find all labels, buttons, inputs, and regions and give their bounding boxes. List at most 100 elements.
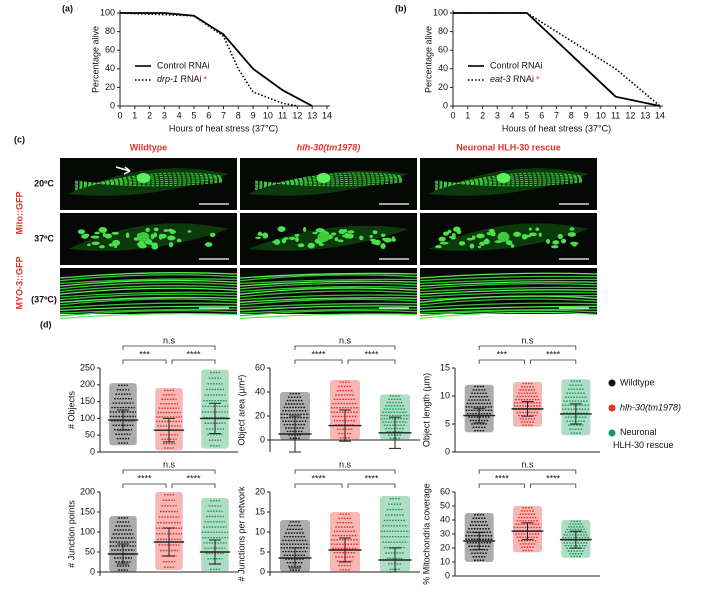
significance-label: n.s	[339, 459, 352, 469]
myofilament	[239, 285, 418, 293]
mito-blob	[486, 232, 492, 236]
mito-blob	[94, 231, 101, 235]
mito-blob	[176, 238, 182, 243]
significance-label: n.s	[339, 335, 352, 345]
legend-dot	[608, 429, 616, 437]
mito-stripe	[254, 179, 403, 185]
mito-blob	[369, 234, 373, 238]
myofilament	[239, 282, 418, 290]
myofilament	[419, 272, 598, 279]
mito-blob	[448, 235, 457, 239]
nucleus	[137, 232, 150, 242]
myofilament	[419, 275, 598, 282]
mito-blob	[312, 231, 318, 235]
panel-label: (a)	[62, 3, 73, 13]
myofilament	[239, 280, 418, 287]
x-tick-label: 11	[278, 110, 287, 120]
x-tick-label: 12	[292, 110, 302, 120]
x-tick-label: 13	[307, 110, 317, 120]
mito-blob	[281, 238, 287, 244]
significance-bracket	[294, 483, 343, 488]
mito-blob	[569, 241, 579, 245]
myofilament	[59, 296, 238, 303]
mito-blob	[337, 239, 344, 243]
mito-blob	[347, 230, 355, 234]
legend-dot	[608, 404, 616, 412]
y-tick-label: 150	[80, 396, 95, 406]
mito-blob	[567, 232, 576, 237]
mito-blob	[438, 236, 446, 242]
mito-blob	[99, 245, 105, 249]
x-tick-label: 9	[251, 110, 256, 120]
significance-bracket	[294, 359, 343, 364]
x-tick-label: 2	[147, 110, 152, 120]
mito-blob	[262, 232, 268, 239]
mito-blob	[169, 229, 176, 234]
mito-stripe	[254, 172, 403, 191]
myofilament	[59, 308, 238, 314]
significance-label: ****	[186, 349, 201, 359]
row-group-label: Mito::GFP	[14, 192, 24, 235]
myofilament	[59, 293, 238, 301]
mito-blob	[435, 244, 442, 249]
x-axis-label: Hours of heat stress (37°C)	[502, 123, 611, 133]
myofilament	[239, 309, 418, 317]
y-tick-label: 20	[440, 542, 450, 552]
significance-bracket	[122, 483, 167, 488]
myofilament	[239, 274, 418, 282]
mito-blob	[125, 232, 130, 239]
significance-label: ****	[137, 473, 152, 483]
mito-blob	[114, 244, 118, 249]
mito-blob	[513, 231, 522, 237]
significance-bracket	[294, 345, 396, 350]
micrograph	[240, 213, 417, 265]
x-tick-label: 7	[554, 110, 559, 120]
mito-blob	[476, 233, 485, 239]
mito-blob	[100, 228, 104, 231]
significance-bracket	[478, 345, 577, 350]
mito-blob	[258, 231, 262, 236]
myofilament	[419, 289, 598, 295]
mito-blob	[84, 233, 90, 238]
significance-bracket	[171, 359, 216, 364]
y-tick-label: 10	[440, 556, 450, 566]
y-tick-label: 10	[255, 526, 265, 536]
mito-blob	[102, 232, 106, 237]
mito-blob	[510, 244, 515, 248]
significance-bracket	[171, 483, 216, 488]
mito-blob	[529, 232, 537, 237]
mito-blob	[90, 235, 100, 239]
x-tick-label: 3	[495, 110, 500, 120]
micrograph	[239, 268, 418, 320]
myofilament	[59, 310, 238, 317]
survival-line	[453, 12, 661, 107]
row-group-label: MYO-3::GFP	[14, 257, 24, 310]
micrograph	[419, 268, 598, 320]
mito-blob	[561, 238, 567, 244]
mito-stripe	[434, 180, 583, 185]
mito-blob	[374, 239, 381, 246]
mito-blob	[338, 229, 346, 235]
myofilament	[59, 274, 238, 282]
nucleus	[316, 173, 331, 183]
x-tick-label: 6	[539, 110, 544, 120]
legend-label: eat-3 RNAi	[490, 74, 534, 84]
significance-bracket	[347, 483, 396, 488]
micrograph	[59, 268, 238, 320]
data-spread	[201, 498, 229, 572]
significance-bracket	[478, 359, 525, 364]
mito-blob	[273, 239, 281, 245]
myofilament	[59, 278, 238, 285]
mito-blob	[572, 243, 577, 247]
y-tick-label: 20	[105, 82, 115, 92]
x-tick-label: 2	[480, 110, 485, 120]
mito-blob	[87, 243, 91, 247]
mito-blob	[289, 236, 296, 240]
y-tick-label: 0	[443, 100, 448, 110]
y-tick-label: 100	[433, 7, 448, 17]
mito-blob	[557, 233, 563, 240]
mito-blob	[302, 226, 307, 233]
myofilament	[59, 302, 238, 309]
y-axis-label: Object length (µm)	[421, 373, 431, 447]
column-header: Wildtype	[130, 142, 167, 152]
